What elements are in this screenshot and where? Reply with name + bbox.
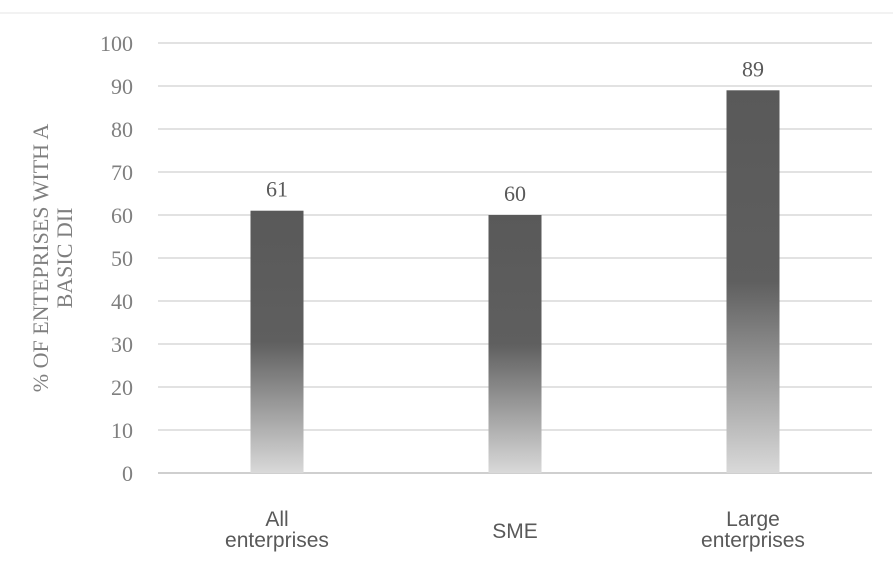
- data-label: 89: [742, 56, 764, 81]
- x-category-label-line: Large: [726, 508, 780, 531]
- y-tick-label: 0: [122, 461, 133, 486]
- x-category-label-line: All: [265, 508, 288, 531]
- bar: [726, 90, 780, 474]
- y-tick-label: 40: [111, 289, 133, 314]
- y-axis-title-line: BASIC DII: [52, 208, 77, 309]
- y-tick-label: 70: [111, 160, 133, 185]
- bars: [250, 90, 780, 474]
- x-category-label: All enterprises: [225, 508, 329, 552]
- data-label: 60: [504, 181, 526, 206]
- y-axis-title: % OF ENTEPRISES WITH ABASIC DII: [28, 124, 77, 393]
- y-tick-label: 60: [111, 203, 133, 228]
- y-tick-label: 80: [111, 117, 133, 142]
- x-category-label-line: enterprises: [225, 529, 329, 552]
- data-labels: 61 60 89: [266, 56, 764, 206]
- bar: [250, 210, 304, 473]
- y-axis-tick-labels: 0 10 20 30 40 50 60 70 80 90 100: [100, 31, 133, 486]
- x-category-label: SME: [492, 520, 538, 543]
- y-tick-label: 10: [111, 418, 133, 443]
- x-category-label-line: SME: [492, 520, 538, 543]
- y-tick-label: 20: [111, 375, 133, 400]
- x-category-label-line: enterprises: [701, 529, 805, 552]
- data-label: 61: [266, 177, 288, 202]
- bar: [488, 215, 542, 473]
- y-tick-label: 30: [111, 332, 133, 357]
- y-tick-label: 90: [111, 74, 133, 99]
- y-tick-label: 100: [100, 31, 133, 56]
- y-axis-title-line: % OF ENTEPRISES WITH A: [28, 124, 53, 393]
- x-category-label: Large enterprises: [701, 508, 805, 552]
- y-tick-label: 50: [111, 246, 133, 271]
